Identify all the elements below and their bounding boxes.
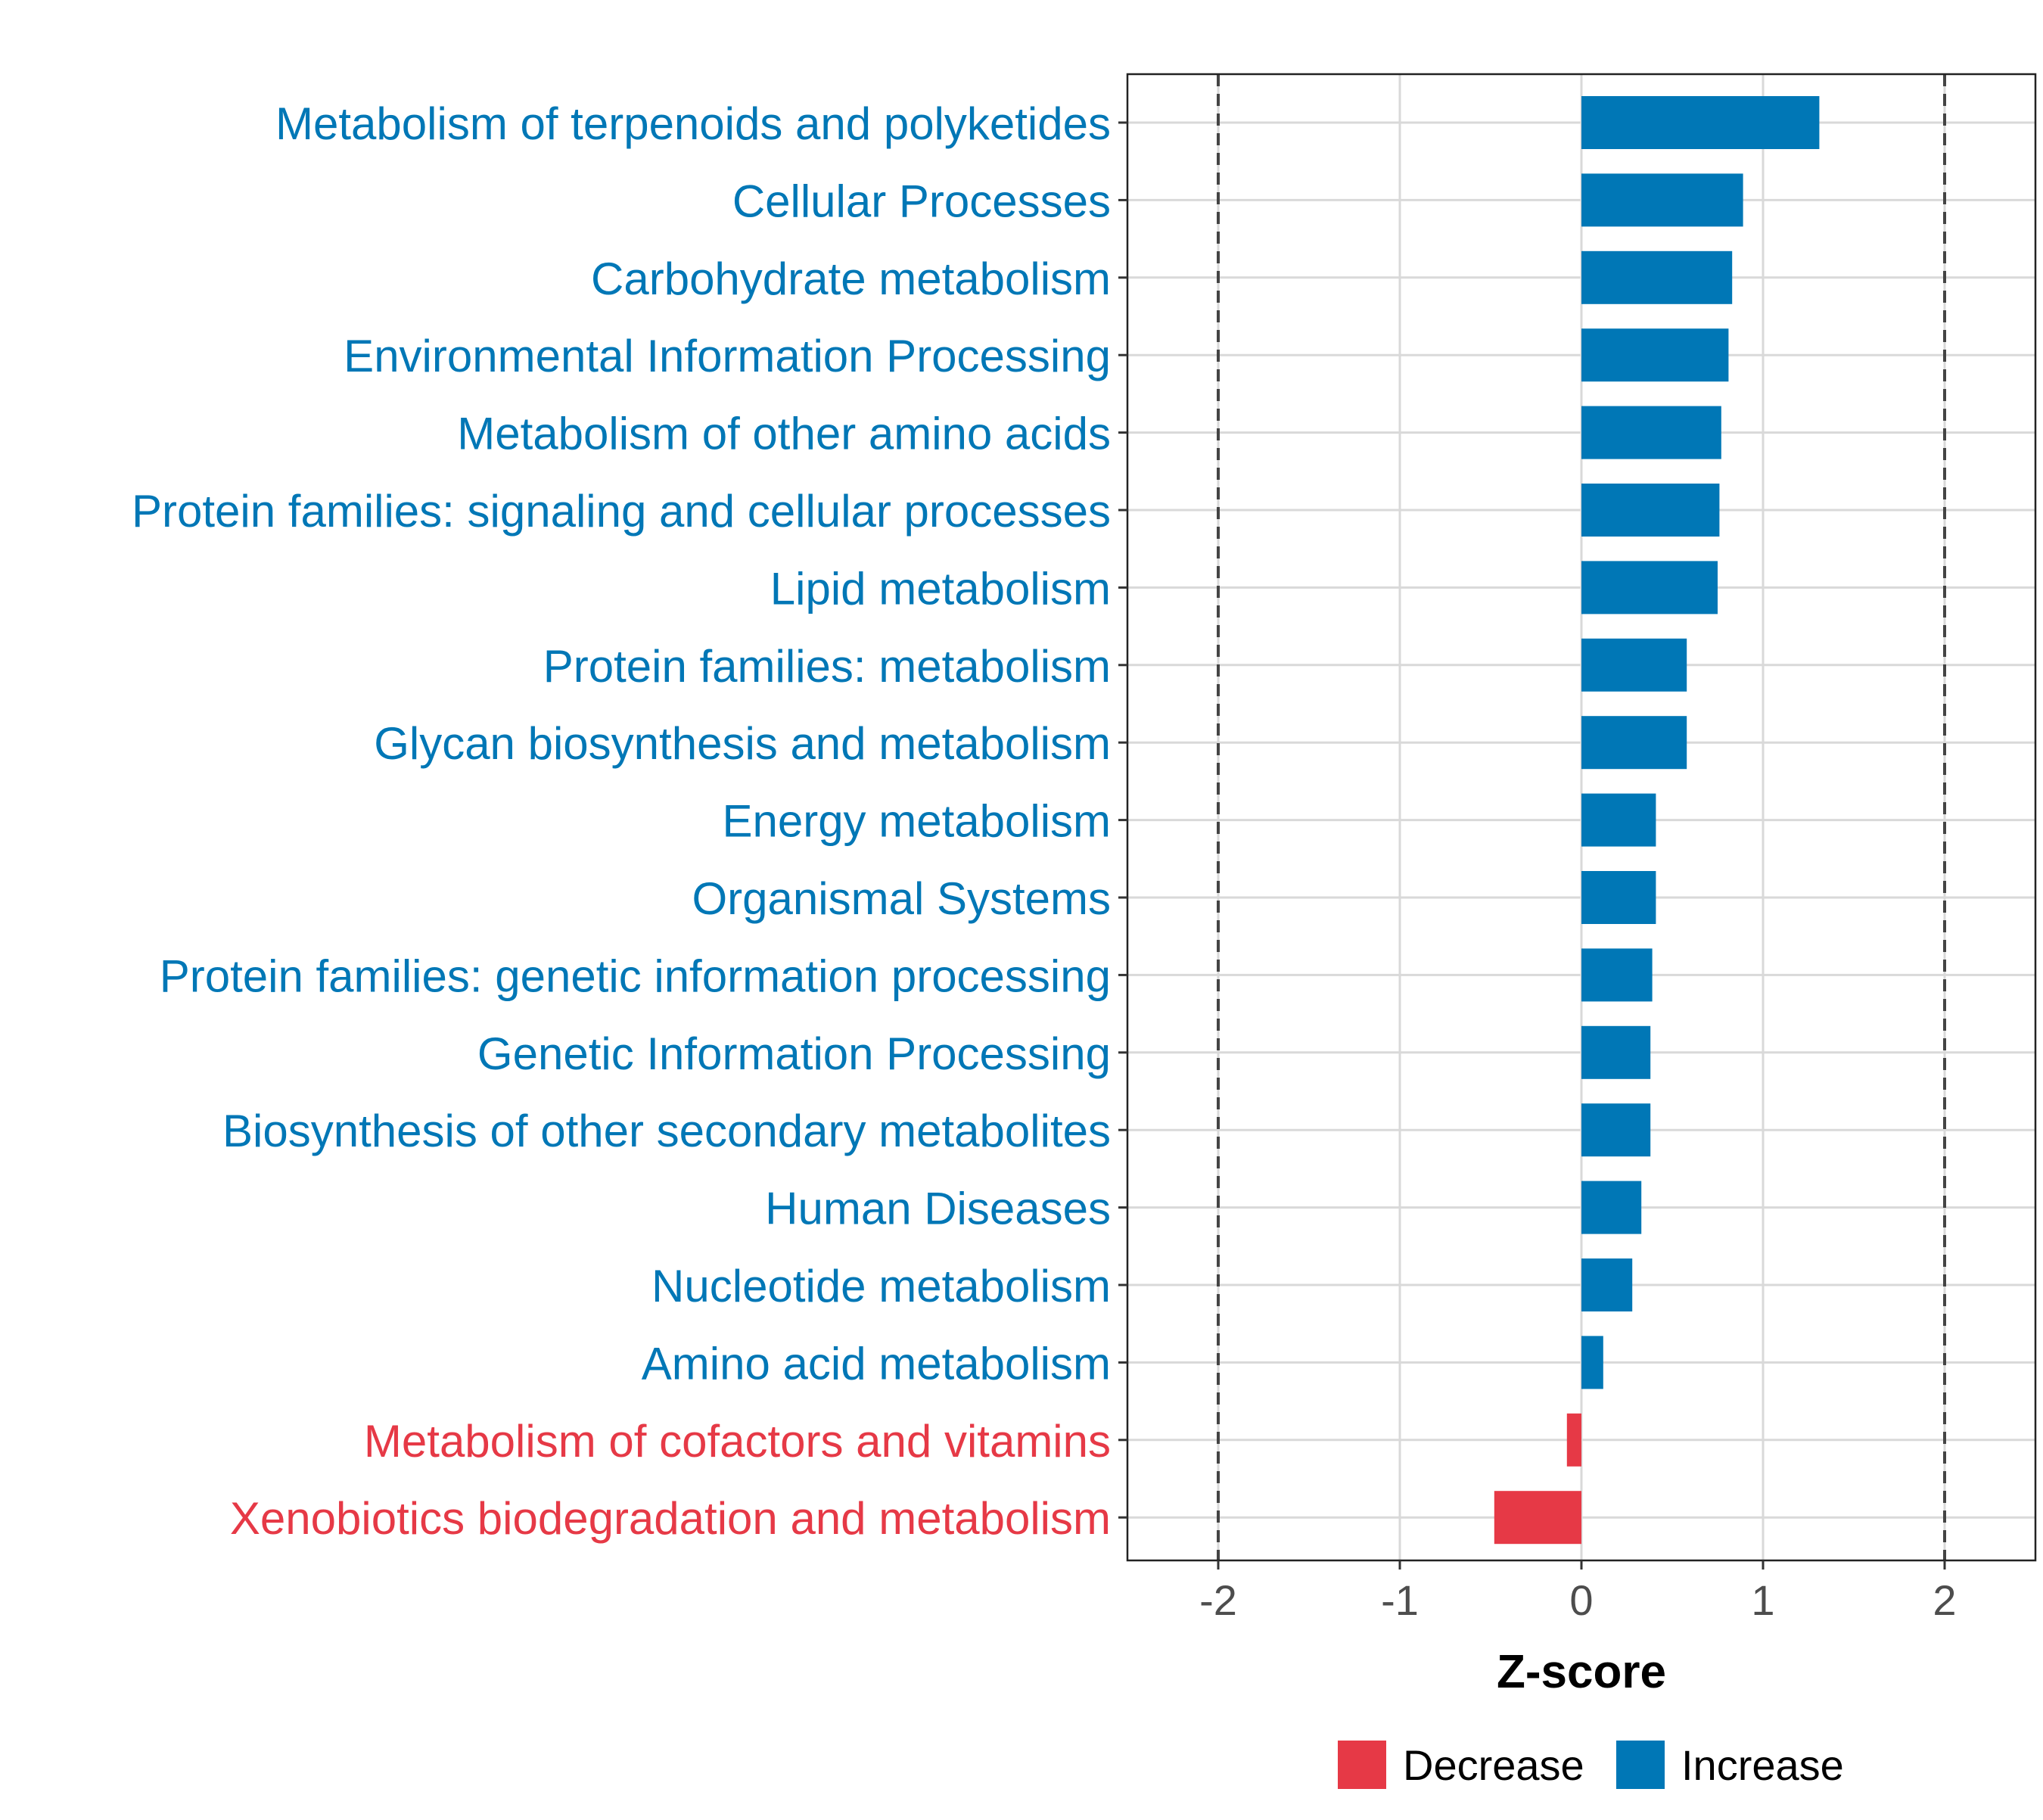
y-tick-label: Protein families: genetic information pr… [160, 950, 1111, 1001]
bar [1581, 96, 1820, 149]
y-tick-label: Cellular Processes [732, 176, 1111, 226]
bar [1581, 561, 1718, 614]
bar [1581, 871, 1656, 924]
bar [1581, 638, 1687, 692]
legend-swatch [1616, 1741, 1665, 1789]
legend-swatch [1338, 1741, 1386, 1789]
bar [1581, 250, 1733, 304]
y-tick-label: Human Diseases [765, 1184, 1111, 1234]
legend-label: Increase [1681, 1741, 1844, 1789]
bar [1581, 1103, 1651, 1157]
x-tick-label: 2 [1933, 1576, 1956, 1624]
bar [1581, 1336, 1603, 1389]
legend-label: Decrease [1403, 1741, 1584, 1789]
y-tick-label: Protein families: signaling and cellular… [132, 486, 1111, 537]
y-tick-label: Xenobiotics biodegradation and metabolis… [230, 1493, 1111, 1544]
x-axis-title: Z-score [1497, 1646, 1666, 1698]
y-tick-label: Protein families: metabolism [543, 641, 1111, 692]
y-tick-label: Nucleotide metabolism [651, 1261, 1111, 1311]
x-tick-label: -1 [1381, 1576, 1419, 1624]
bar [1581, 793, 1656, 847]
y-tick-label: Environmental Information Processing [344, 331, 1111, 381]
bar [1581, 1258, 1633, 1311]
bar [1581, 716, 1687, 770]
y-tick-label: Genetic Information Processing [477, 1028, 1111, 1079]
bar-layer [1494, 96, 1820, 1545]
bar [1581, 1025, 1651, 1079]
y-tick-label: Lipid metabolism [770, 563, 1111, 614]
bar [1581, 484, 1720, 537]
y-tick-label: Carbohydrate metabolism [591, 254, 1111, 304]
y-tick-label: Glycan biosynthesis and metabolism [374, 718, 1111, 769]
bar [1581, 1181, 1642, 1234]
bar [1494, 1491, 1581, 1545]
legend: Decrease Increase [1338, 1741, 1844, 1789]
bar [1581, 328, 1729, 382]
bar [1581, 948, 1653, 1002]
y-tick-label: Metabolism of other amino acids [457, 409, 1111, 459]
y-tick-label: Energy metabolism [722, 796, 1111, 847]
reference-lines [1217, 74, 1946, 1560]
bar [1581, 406, 1721, 459]
y-tick-label: Metabolism of terpenoids and polyketides [275, 98, 1111, 149]
x-tick-label: 1 [1751, 1576, 1774, 1624]
x-tick-label: 0 [1569, 1576, 1593, 1624]
y-tick-label: Organismal Systems [692, 873, 1111, 924]
bar [1581, 173, 1743, 227]
y-tick-label: Biosynthesis of other secondary metaboli… [222, 1106, 1111, 1156]
y-tick-label: Amino acid metabolism [642, 1338, 1111, 1389]
x-axis: -2 -1 0 1 2 [1199, 1560, 1957, 1624]
x-tick-label: -2 [1199, 1576, 1237, 1624]
y-tick-label: Metabolism of cofactors and vitamins [364, 1416, 1111, 1467]
y-axis: Metabolism of terpenoids and polyketides… [132, 98, 1127, 1544]
bar [1566, 1413, 1581, 1467]
